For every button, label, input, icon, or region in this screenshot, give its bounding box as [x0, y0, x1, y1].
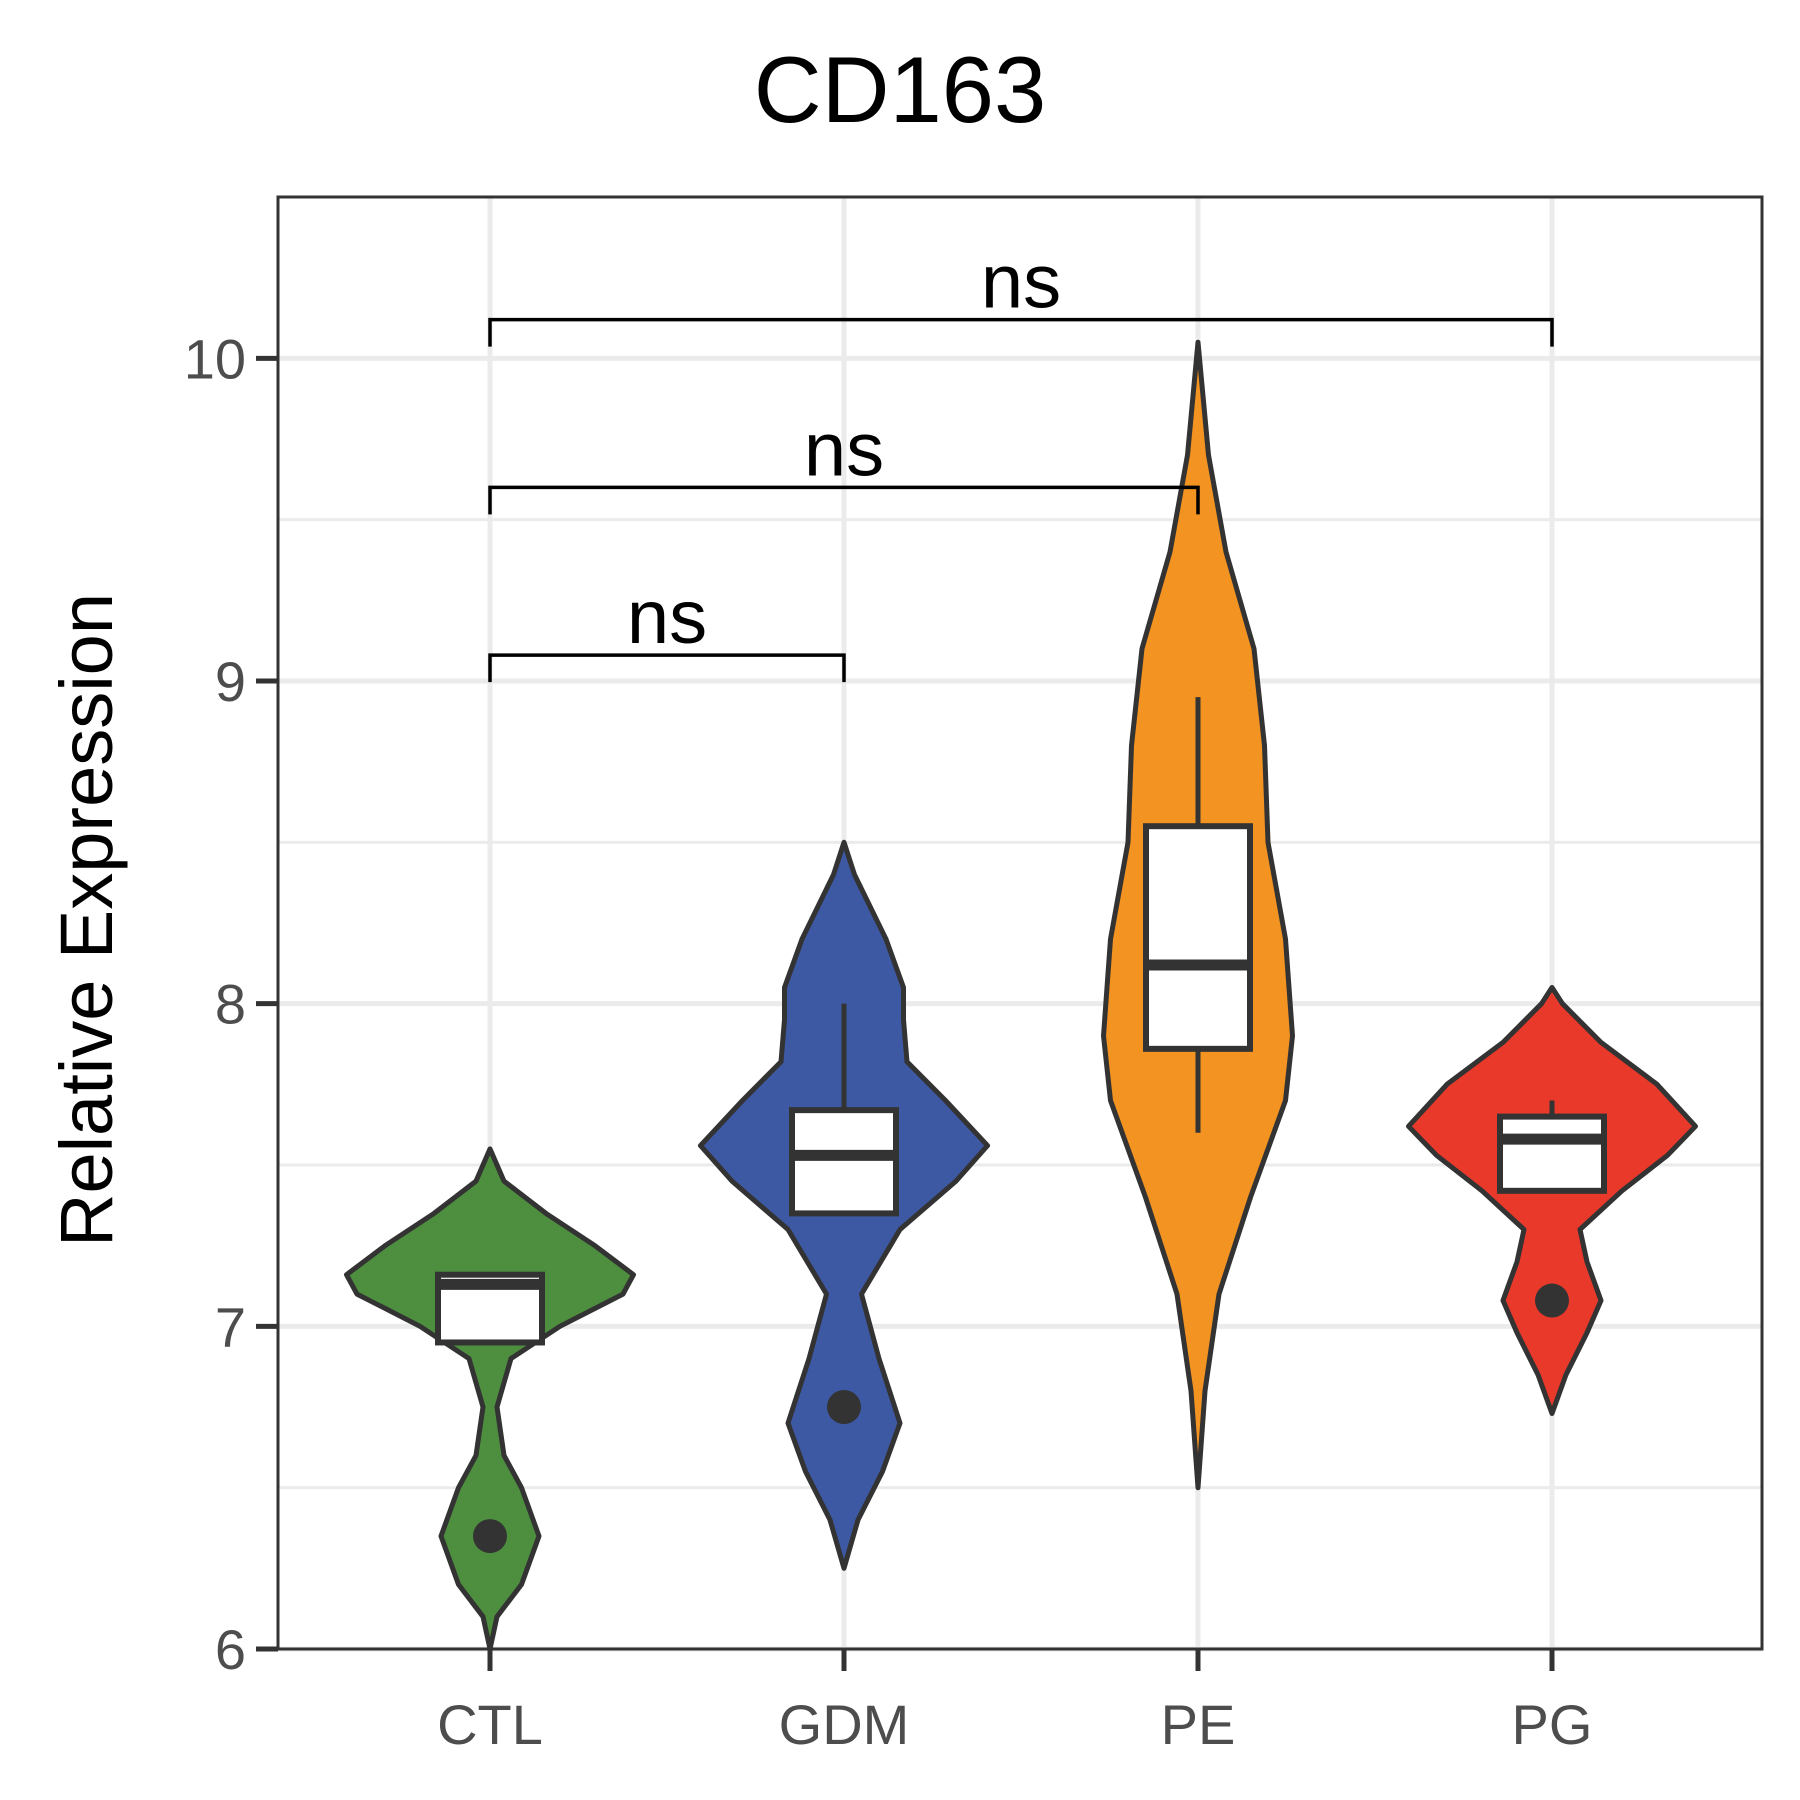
significance-bracket — [488, 653, 846, 683]
y-tick-label: 8 — [215, 973, 246, 1036]
panel-border — [276, 195, 1764, 1651]
significance-label: ns — [627, 575, 707, 660]
y-tick-label: 10 — [184, 327, 246, 390]
box-pg — [1497, 1113, 1607, 1194]
plot-area — [278, 197, 1762, 1649]
significance-label: ns — [981, 240, 1061, 325]
outlier-point-ctl — [473, 1519, 507, 1554]
plot-background — [278, 197, 1762, 1649]
x-tick-label: PG — [1512, 1693, 1593, 1756]
plot-frame — [276, 195, 1764, 1651]
y-tick-label: 6 — [215, 1618, 246, 1681]
significance-bracket — [488, 485, 1200, 515]
significance-bracket — [488, 317, 1554, 347]
outlier-point-pg — [1535, 1283, 1569, 1318]
x-tick-label: PE — [1161, 1693, 1236, 1756]
y-axis: 6 7 8 9 10 — [184, 327, 278, 1681]
y-tick-label: 9 — [215, 650, 246, 713]
violin-ctl — [344, 1146, 636, 1652]
x-tick-label: CTL — [437, 1693, 543, 1756]
chart-title: CD163 — [754, 37, 1047, 142]
violins — [344, 339, 1698, 1652]
significance-label: ns — [804, 407, 884, 492]
y-axis-label: Relative Expression — [45, 593, 128, 1247]
y-tick-label: 7 — [215, 1295, 246, 1358]
box-gdm — [789, 1107, 899, 1217]
x-tick-label: GDM — [779, 1693, 910, 1756]
box-pe — [1143, 823, 1253, 1052]
violin-pg — [1406, 985, 1698, 1416]
significance-brackets: ns ns ns — [488, 240, 1554, 683]
outlier-point-gdm — [827, 1390, 861, 1424]
x-axis: CTL GDM PE PG — [437, 1649, 1592, 1756]
